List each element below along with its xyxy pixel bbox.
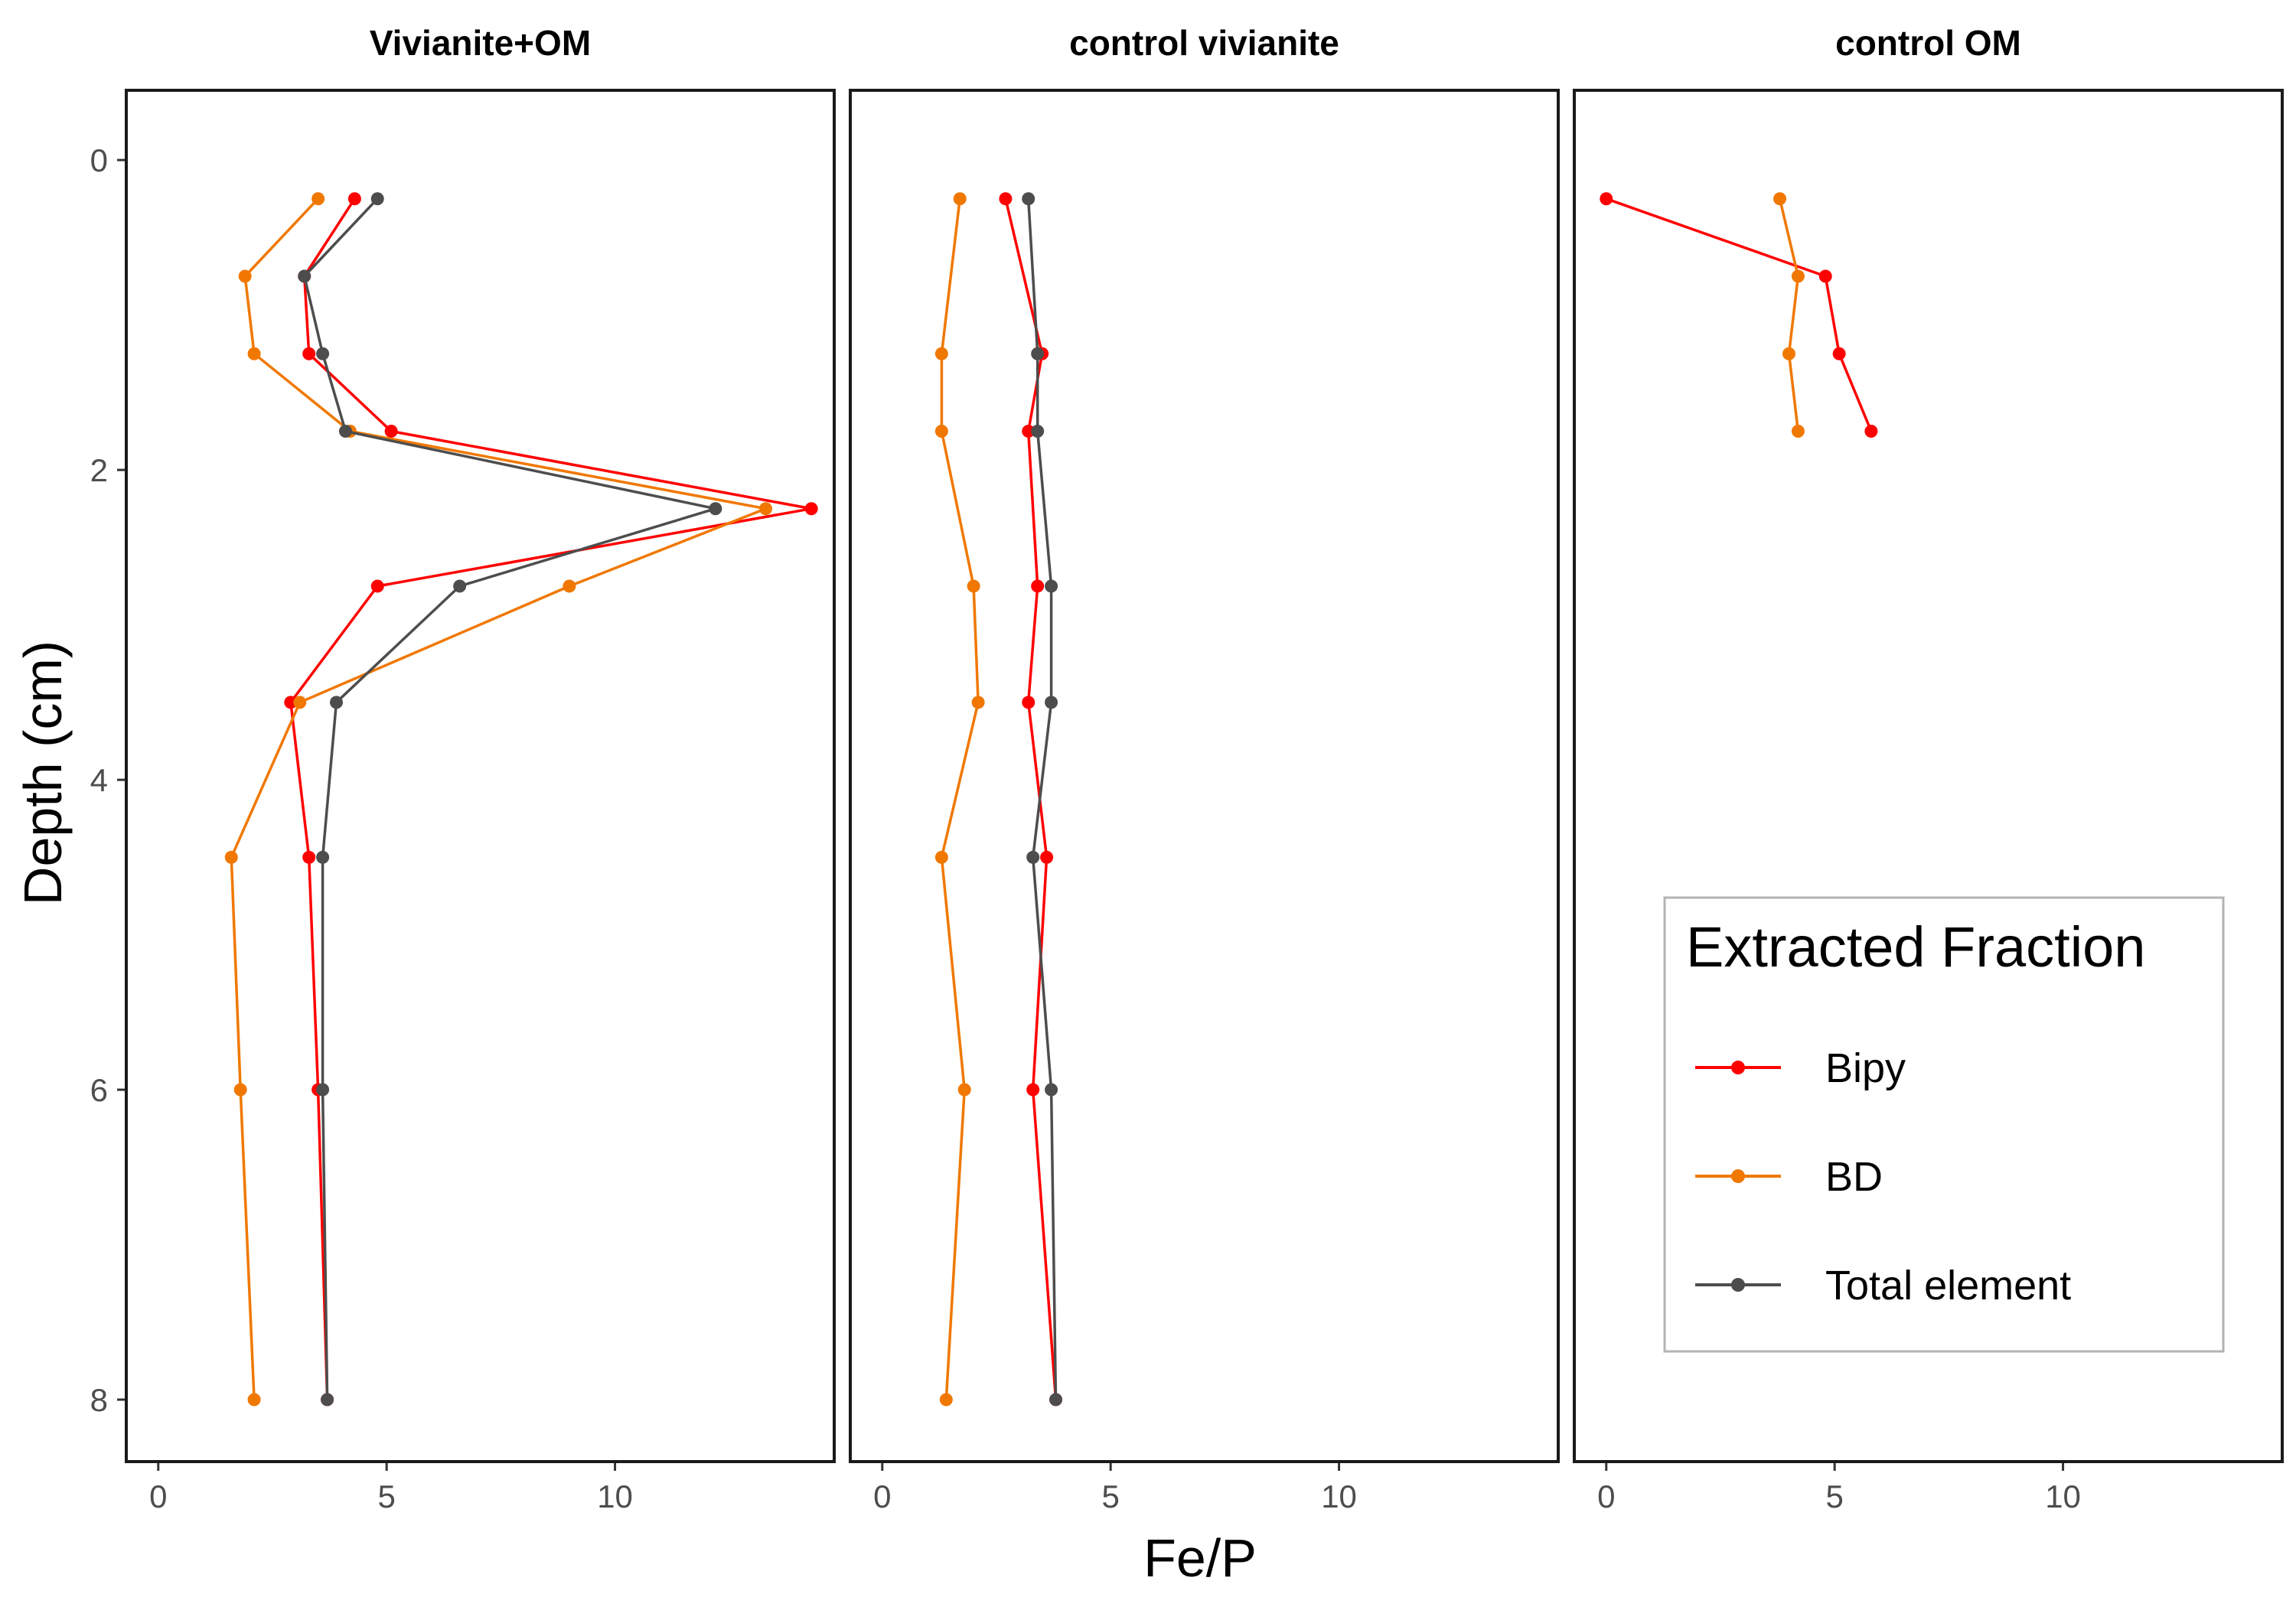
data-point-bd-control-vivianite <box>967 579 980 593</box>
x-tick-label-control-om: 5 <box>1825 1478 1843 1514</box>
legend-label-bipy: Bipy <box>1825 1045 1906 1091</box>
panel-border-control-om <box>1573 89 2284 1463</box>
series-line-bd-control-vivianite <box>940 198 980 1400</box>
data-point-bipy-vivianite-om <box>384 424 398 438</box>
data-point-bipy-control-vivianite <box>1022 696 1035 709</box>
data-point-total-element-vivianite-om <box>338 424 352 438</box>
data-point-bd-control-vivianite <box>939 1393 953 1407</box>
series-line-total-element-vivianite-om <box>302 197 717 1400</box>
x-tick-label-control-vivianite: 10 <box>1321 1478 1357 1514</box>
data-point-bipy-control-vivianite <box>999 192 1013 206</box>
legend-key-point-total-element <box>1731 1278 1745 1292</box>
data-point-total-element-vivianite-om <box>370 192 384 206</box>
data-point-total-element-control-vivianite <box>1031 424 1045 438</box>
data-point-bipy-vivianite-om <box>804 502 818 516</box>
legend-label-total-element: Total element <box>1825 1263 2071 1309</box>
data-point-total-element-vivianite-om <box>298 269 311 283</box>
data-point-bd-control-om <box>1791 269 1805 283</box>
panel-title-vivianite-om: Vivianite+OM <box>370 23 591 63</box>
data-point-bipy-vivianite-om <box>284 696 298 709</box>
data-point-bipy-vivianite-om <box>347 192 361 206</box>
data-point-bd-vivianite-om <box>238 269 252 283</box>
x-tick-label-vivianite-om: 5 <box>377 1478 395 1514</box>
data-point-bipy-control-om <box>1832 347 1846 360</box>
y-tick-label: 0 <box>90 142 108 178</box>
data-point-bd-vivianite-om <box>758 502 772 516</box>
panel-title-control-vivianite: control vivianite <box>1069 23 1339 63</box>
data-point-bipy-control-vivianite <box>1022 424 1035 438</box>
x-tick-label-control-vivianite: 5 <box>1101 1478 1119 1514</box>
x-tick-label-vivianite-om: 10 <box>597 1478 633 1514</box>
data-point-bd-control-om <box>1773 192 1787 206</box>
data-point-bd-control-vivianite <box>934 347 948 360</box>
data-point-bd-vivianite-om <box>224 850 238 864</box>
legend-title: Extracted Fraction <box>1686 915 2145 979</box>
data-point-total-element-control-vivianite <box>1026 850 1040 864</box>
series-line-total-element-control-vivianite <box>1026 198 1058 1400</box>
panel-border-control-vivianite <box>849 89 1560 1463</box>
data-point-total-element-control-vivianite <box>1045 696 1058 709</box>
data-point-total-element-control-vivianite <box>1049 1393 1063 1407</box>
x-tick-label-vivianite-om: 0 <box>149 1478 167 1514</box>
data-point-total-element-control-vivianite <box>1045 1083 1058 1097</box>
data-point-bd-vivianite-om <box>293 696 307 709</box>
data-point-total-element-vivianite-om <box>316 347 330 360</box>
data-point-bipy-control-vivianite <box>1026 1083 1040 1097</box>
x-axis-title: Fe/P <box>1143 1528 1257 1588</box>
y-tick-label: 8 <box>90 1382 108 1418</box>
data-point-bipy-control-om <box>1600 192 1613 206</box>
y-tick-label: 4 <box>90 762 108 798</box>
data-point-bd-vivianite-om <box>247 347 261 360</box>
series-line-bd-vivianite-om <box>230 197 768 1400</box>
data-point-bd-control-vivianite <box>934 850 948 864</box>
series-line-bipy-vivianite-om <box>289 197 813 1400</box>
legend-key-point-bd <box>1731 1169 1745 1183</box>
data-point-bipy-control-om <box>1818 269 1832 283</box>
data-point-bipy-vivianite-om <box>302 850 316 864</box>
data-point-bd-vivianite-om <box>563 579 576 593</box>
data-point-bd-control-vivianite <box>953 192 967 206</box>
data-point-total-element-vivianite-om <box>330 696 344 709</box>
legend-box <box>1663 896 2225 1353</box>
data-point-total-element-control-vivianite <box>1022 192 1035 206</box>
x-tick-label-control-om: 10 <box>2045 1478 2081 1514</box>
data-point-bipy-vivianite-om <box>302 347 316 360</box>
data-point-bipy-control-om <box>1864 424 1878 438</box>
legend-key-point-bipy <box>1731 1061 1745 1074</box>
data-point-bd-vivianite-om <box>311 192 325 206</box>
data-point-bd-vivianite-om <box>247 1393 261 1407</box>
data-point-bd-control-vivianite <box>971 696 985 709</box>
data-point-total-element-control-vivianite <box>1031 347 1045 360</box>
panel-border-vivianite-om <box>125 89 836 1463</box>
data-point-bd-control-vivianite <box>957 1083 971 1097</box>
data-point-bipy-control-vivianite <box>1040 850 1054 864</box>
series-line-bipy-control-om <box>1606 197 1873 432</box>
y-tick-label: 6 <box>90 1072 108 1108</box>
y-axis-title: Depth (cm) <box>13 641 73 905</box>
y-tick-label: 2 <box>90 452 108 488</box>
x-tick-label-control-vivianite: 0 <box>873 1478 891 1514</box>
data-point-total-element-vivianite-om <box>316 1083 330 1097</box>
data-point-bipy-control-vivianite <box>1031 579 1045 593</box>
data-point-total-element-vivianite-om <box>316 850 330 864</box>
data-point-total-element-vivianite-om <box>453 579 467 593</box>
data-point-bd-vivianite-om <box>233 1083 247 1097</box>
data-point-total-element-vivianite-om <box>321 1393 334 1407</box>
data-point-bipy-vivianite-om <box>370 579 384 593</box>
data-point-bd-control-om <box>1791 424 1805 438</box>
data-point-total-element-control-vivianite <box>1045 579 1058 593</box>
series-line-bipy-control-vivianite <box>1004 198 1058 1400</box>
data-point-bd-control-om <box>1782 347 1795 360</box>
data-point-bd-control-vivianite <box>934 424 948 438</box>
panel-title-control-om: control OM <box>1835 23 2021 63</box>
legend-label-bd: BD <box>1825 1154 1883 1200</box>
data-point-total-element-vivianite-om <box>709 502 722 516</box>
x-tick-label-control-om: 0 <box>1597 1478 1615 1514</box>
series-line-bd-control-om <box>1778 198 1800 432</box>
